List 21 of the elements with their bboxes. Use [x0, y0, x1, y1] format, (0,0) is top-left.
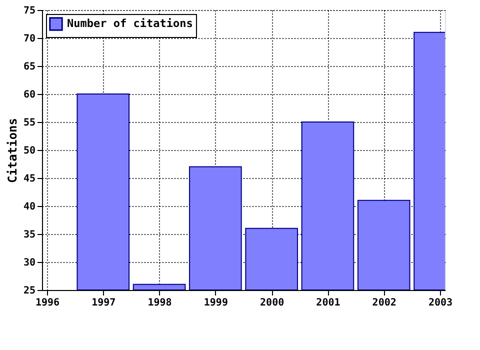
- y-axis-title: Citations: [5, 118, 20, 184]
- legend-label: Number of citations: [67, 17, 193, 30]
- y-tick-label: 55: [23, 118, 36, 128]
- y-tick-label: 60: [23, 90, 36, 100]
- y-tick-label: 25: [23, 286, 36, 296]
- y-tick-label: 50: [23, 146, 36, 156]
- y-tick-label: 65: [23, 62, 36, 72]
- y-tick-label: 70: [23, 34, 36, 44]
- y-tick-label: 30: [23, 258, 36, 268]
- x-tick-label: 2001: [316, 298, 340, 308]
- x-tick-label: 2002: [372, 298, 396, 308]
- y-tick-label: 40: [23, 202, 36, 212]
- y-tick-label: 35: [23, 230, 36, 240]
- y-tick-label: 45: [23, 174, 36, 184]
- x-tick-label: 1999: [204, 298, 228, 308]
- x-tick-label: 1997: [92, 298, 116, 308]
- x-tick-label: 2003: [428, 298, 453, 308]
- x-tick-label: 2000: [260, 298, 284, 308]
- y-tick-label: 75: [23, 6, 36, 16]
- x-tick-label: 1998: [148, 298, 172, 308]
- x-tick-label: 1996: [35, 298, 60, 308]
